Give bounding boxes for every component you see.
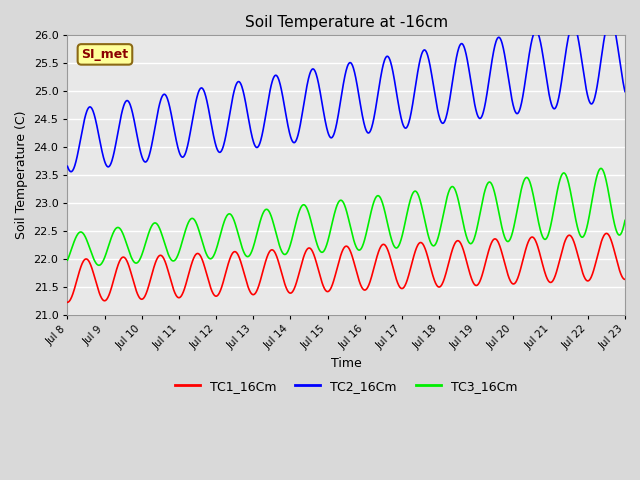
Text: SI_met: SI_met bbox=[81, 48, 129, 61]
Y-axis label: Soil Temperature (C): Soil Temperature (C) bbox=[15, 111, 28, 239]
Legend: TC1_16Cm, TC2_16Cm, TC3_16Cm: TC1_16Cm, TC2_16Cm, TC3_16Cm bbox=[170, 375, 522, 398]
Title: Soil Temperature at -16cm: Soil Temperature at -16cm bbox=[244, 15, 448, 30]
X-axis label: Time: Time bbox=[331, 357, 362, 370]
